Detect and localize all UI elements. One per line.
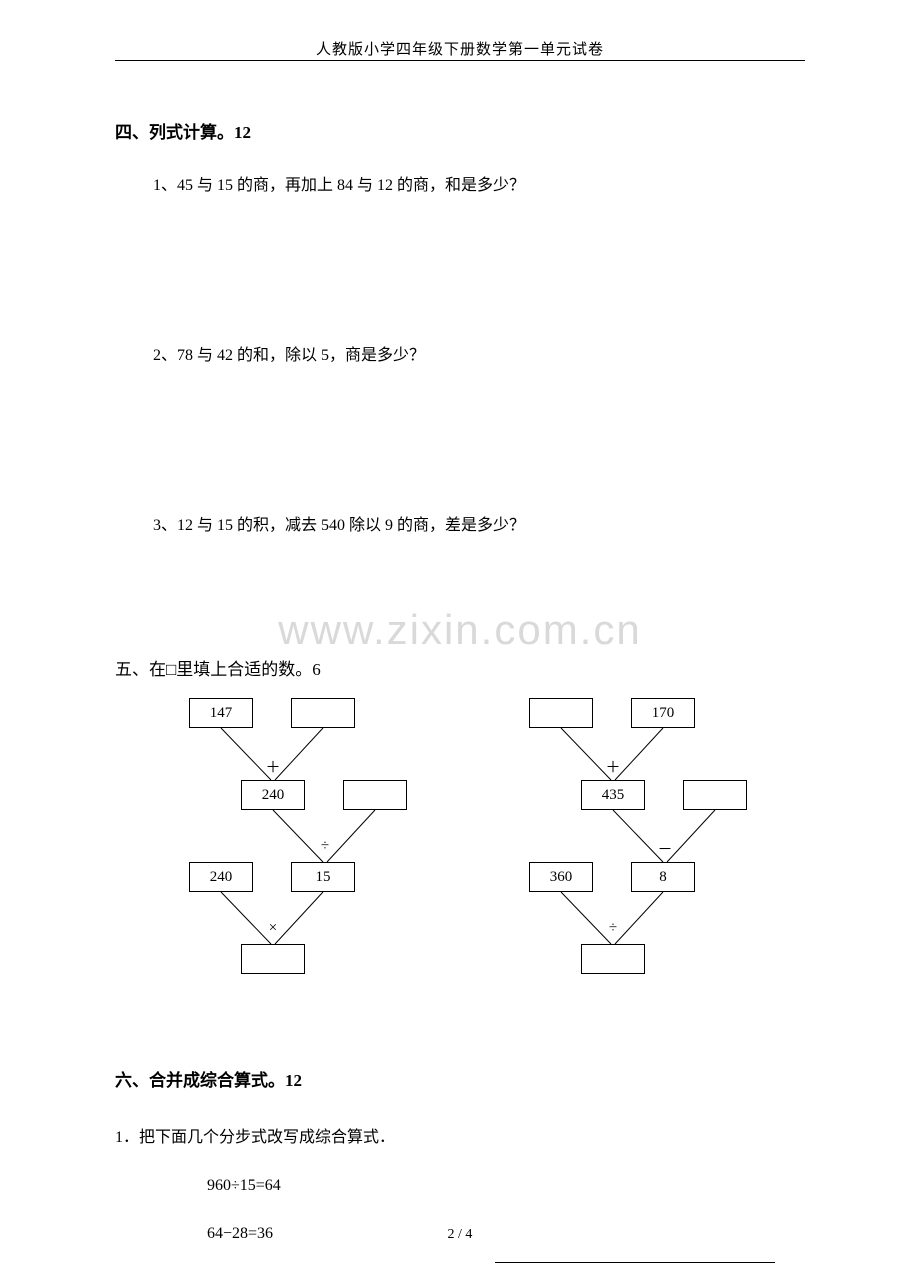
tree-right-r1-a	[529, 698, 593, 728]
tree-right-r2-b	[683, 780, 747, 810]
answer-space-1	[115, 195, 805, 313]
tree-right-r1-b: 170	[631, 698, 695, 728]
tree-right-r2-a: 435	[581, 780, 645, 810]
section-4-q2: 2、78 与 42 的和，除以 5，商是多少？	[115, 341, 805, 365]
page-header-title: 人教版小学四年级下册数学第一单元试卷	[0, 38, 920, 59]
page-content: 四、列式计算。12 1、45 与 15 的商，再加上 84 与 12 的商，和是…	[115, 118, 805, 1259]
section-4: 四、列式计算。12 1、45 与 15 的商，再加上 84 与 12 的商，和是…	[115, 118, 805, 535]
tree-left-r2-b	[343, 780, 407, 810]
header-rule	[115, 60, 805, 61]
section-5-heading: 五、在□里填上合适的数。6	[115, 655, 805, 680]
page-footer-number: 2 / 4	[0, 1227, 920, 1243]
tree-left-op3: ×	[263, 920, 283, 937]
tree-left: 147 ＋ 240 ÷ 240 15 ×	[175, 698, 475, 1018]
tree-left-op2: ÷	[315, 838, 335, 855]
answer-underline	[495, 1262, 775, 1263]
tree-right-r3-a: 360	[529, 862, 593, 892]
tree-left-r1-a: 147	[189, 698, 253, 728]
tree-left-r3-a: 240	[189, 862, 253, 892]
tree-right-result	[581, 944, 645, 974]
answer-space-2	[115, 365, 805, 483]
section-6-sub1: 1．把下面几个分步式改写成综合算式．	[115, 1123, 805, 1147]
tree-left-r1-b	[291, 698, 355, 728]
tree-left-r2-a: 240	[241, 780, 305, 810]
tree-right-r3-b: 8	[631, 862, 695, 892]
section-4-heading: 四、列式计算。12	[115, 118, 805, 143]
section-6: 六、合并成综合算式。12 1．把下面几个分步式改写成综合算式． 960÷15=6…	[115, 1066, 805, 1243]
tree-left-r3-b: 15	[291, 862, 355, 892]
section-4-q1: 1、45 与 15 的商，再加上 84 与 12 的商，和是多少？	[115, 171, 805, 195]
section-4-q3: 3、12 与 15 的积，减去 540 除以 9 的商，差是多少？	[115, 511, 805, 535]
tree-left-lines	[175, 698, 475, 1018]
tree-right: 170 ＋ 435 － 360 8 ÷	[515, 698, 815, 1018]
tree-diagrams: 147 ＋ 240 ÷ 240 15 × 170	[115, 698, 805, 1028]
tree-right-op2: －	[655, 838, 675, 859]
tree-left-op1: ＋	[263, 756, 283, 777]
tree-right-op3: ÷	[603, 920, 623, 937]
section-6-heading: 六、合并成综合算式。12	[115, 1066, 805, 1091]
tree-left-result	[241, 944, 305, 974]
section-6-eq1: 960÷15=64	[115, 1177, 805, 1195]
tree-right-op1: ＋	[603, 756, 623, 777]
